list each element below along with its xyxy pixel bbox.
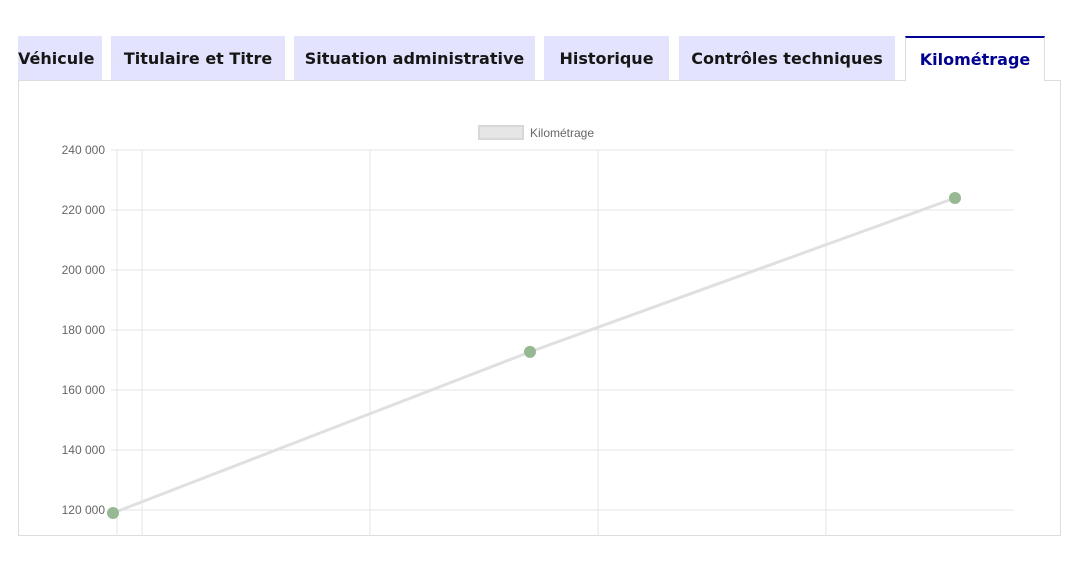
y-tick-label: 140 000 [62, 443, 106, 457]
legend-swatch[interactable] [478, 125, 524, 140]
legend-label[interactable]: Kilométrage [530, 126, 594, 140]
data-point [107, 507, 119, 519]
y-tick-label: 180 000 [62, 323, 106, 337]
tab-vehicule[interactable]: Véhicule [18, 36, 102, 80]
tab-kilometrage[interactable]: Kilométrage [905, 36, 1045, 81]
tab-situation-administrative[interactable]: Situation administrative [294, 36, 535, 80]
y-tick-label: 240 000 [62, 143, 106, 157]
y-tick-label: 160 000 [62, 383, 106, 397]
y-tick-label: 220 000 [62, 203, 106, 217]
tab-panel [18, 80, 1061, 536]
y-tick-label: 200 000 [62, 263, 106, 277]
data-point [949, 192, 961, 204]
data-point [524, 345, 536, 358]
tab-historique[interactable]: Historique [544, 36, 669, 80]
y-tick-label: 120 000 [62, 503, 106, 517]
tab-titulaire[interactable]: Titulaire et Titre [111, 36, 285, 80]
tab-controles-techniques[interactable]: Contrôles techniques [679, 36, 895, 80]
